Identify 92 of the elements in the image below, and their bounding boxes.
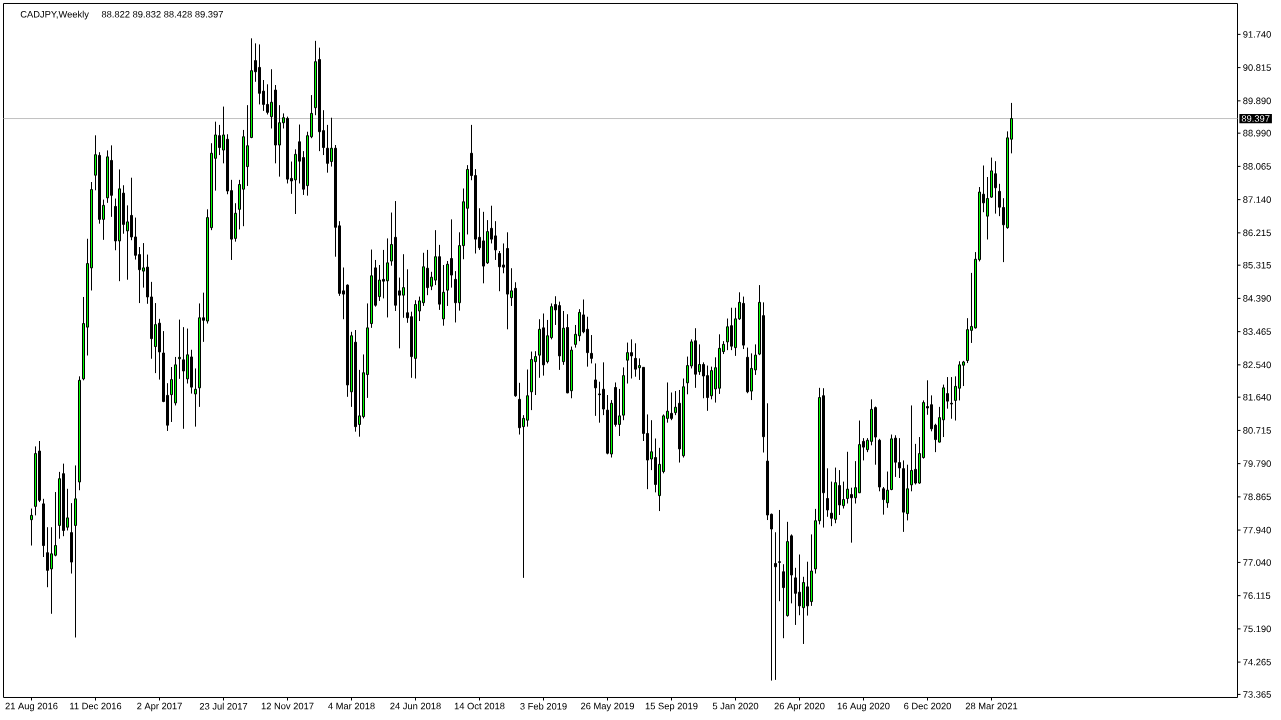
candlestick	[402, 253, 406, 319]
candlestick	[534, 350, 538, 396]
candlestick	[578, 308, 582, 342]
candlestick	[798, 554, 802, 616]
text: CADJPY,Weekly	[20, 10, 89, 20]
x-tick-label: 4 Mar 2018	[328, 702, 375, 710]
y-tick-label: 76.115	[1243, 592, 1271, 599]
candlestick	[378, 264, 382, 302]
y-tick-label: 84.390	[1243, 295, 1271, 302]
candlestick	[30, 508, 34, 547]
x-tick-label: 24 Jun 2018	[390, 702, 441, 710]
text: 88.822 89.832 88.428 89.397	[101, 10, 223, 18]
candlestick	[634, 342, 638, 378]
x-tick-label: 15 Sep 2019	[645, 702, 698, 712]
candlestick	[950, 376, 954, 420]
candlestick	[626, 342, 630, 385]
y-tick-label: 88.990	[1243, 129, 1271, 137]
candlestick	[886, 471, 890, 509]
y-tick-label: 82.540	[1243, 361, 1271, 369]
candlestick	[450, 218, 454, 289]
x-tick-label: 6 Dec 2020	[904, 702, 951, 710]
candlestick	[382, 249, 386, 299]
candlestick	[850, 487, 854, 544]
y-tick-label: 74.265	[1243, 658, 1271, 666]
y-tick-label: 85.315	[1243, 261, 1271, 269]
x-tick-label: 12 Nov 2017	[261, 702, 314, 710]
y-tick-label: 78.865	[1243, 493, 1271, 501]
x-tick-label: 14 Oct 2018	[454, 702, 505, 710]
x-tick-label: 26 May 2019	[580, 702, 635, 712]
candlestick	[698, 343, 702, 376]
y-tick-label: 75.190	[1243, 625, 1271, 633]
x-tick-label: 11 Dec 2016	[70, 702, 122, 710]
candlestick	[750, 352, 754, 401]
x-tick-label: 5 Jan 2020	[712, 702, 759, 710]
candlestick	[726, 318, 730, 351]
candlestick	[246, 104, 250, 187]
candlestick	[50, 526, 54, 615]
candlestick	[194, 367, 198, 428]
candlestick	[842, 481, 846, 510]
candlestick	[598, 381, 602, 424]
candlestick	[170, 366, 174, 423]
candlestick	[494, 220, 498, 261]
candlestick	[910, 404, 914, 492]
candlestick	[846, 451, 850, 505]
candlestick	[178, 319, 182, 380]
candlestick	[986, 176, 990, 240]
candlestick	[266, 83, 270, 115]
candlestick	[994, 160, 998, 215]
candlestick	[958, 360, 962, 401]
y-tick-label: 81.640	[1243, 393, 1271, 401]
candlestick	[914, 443, 918, 485]
candlestick	[594, 362, 598, 417]
y-tick-label: 90.815	[1243, 64, 1271, 71]
candlestick	[498, 250, 502, 292]
candlestick	[778, 509, 782, 602]
candlestick	[838, 469, 842, 516]
candlestick	[630, 338, 634, 380]
candlestick	[882, 486, 886, 516]
x-tick-label: 28 Mar 2021	[965, 702, 1018, 710]
candlestick	[218, 124, 222, 156]
candlestick	[386, 237, 390, 318]
y-tick-label: 83.465	[1243, 328, 1271, 335]
candlestick	[46, 526, 50, 588]
candlestick	[806, 561, 810, 617]
y-tick-label: 77.040	[1243, 559, 1271, 566]
candlestick	[826, 467, 830, 518]
y-tick-label: 86.215	[1243, 229, 1271, 237]
x-tick-label: 2 Apr 2017	[137, 702, 182, 712]
candlestick	[326, 124, 330, 174]
candlestick	[730, 307, 734, 351]
candlestick	[774, 531, 778, 681]
candlestick	[794, 567, 798, 626]
x-tick-label: 21 Aug 2016	[5, 702, 58, 712]
y-tick-label: 80.715	[1243, 427, 1271, 434]
candlestick	[830, 481, 834, 527]
x-tick-label: 26 Apr 2020	[774, 702, 825, 712]
y-tick-label: 77.940	[1243, 526, 1271, 534]
candlestick	[670, 392, 674, 421]
x-tick-label: 16 Aug 2020	[837, 702, 890, 712]
x-tick-label: 23 Jul 2017	[199, 702, 248, 710]
y-tick-label: 89.890	[1243, 97, 1271, 105]
candlestick	[702, 361, 706, 399]
candlestick	[586, 316, 590, 368]
y-tick-label: 87.140	[1243, 196, 1271, 203]
candlestick	[962, 360, 966, 387]
x-tick-label: 3 Feb 2019	[520, 702, 567, 710]
y-tick-label: 79.790	[1243, 460, 1271, 467]
y-tick-label: 73.365	[1243, 691, 1271, 698]
candlestick	[590, 334, 594, 364]
ref-line-label: 89.397	[1241, 115, 1270, 122]
y-tick-label: 88.065	[1243, 163, 1271, 170]
y-tick-label: 91.740	[1243, 31, 1271, 38]
